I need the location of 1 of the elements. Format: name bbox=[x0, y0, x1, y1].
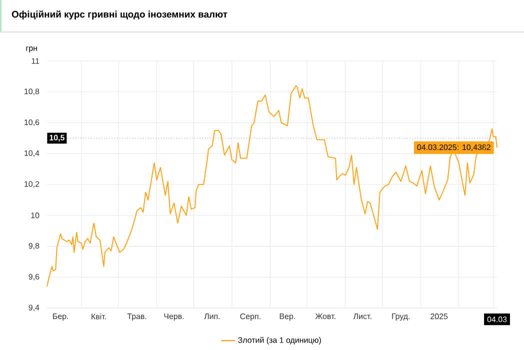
chart-title: Офіційний курс гривні щодо іноземних валют bbox=[12, 10, 228, 20]
